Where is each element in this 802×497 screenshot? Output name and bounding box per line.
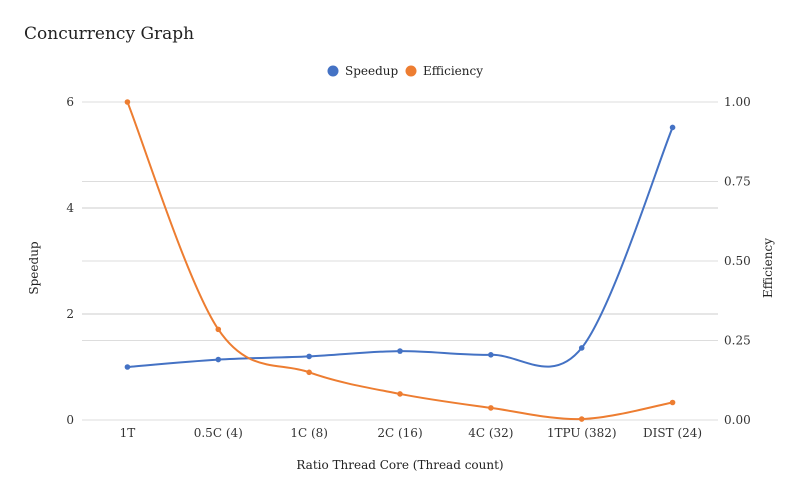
- axes: Speedup Efficiency Ratio Thread Core (Th…: [27, 95, 775, 472]
- y-tick-label: 0: [66, 413, 74, 427]
- y-tick-label: 6: [66, 95, 74, 109]
- y2-axis-label: Efficiency: [761, 238, 775, 298]
- data-point-speedup: [124, 364, 131, 370]
- data-point-speedup: [397, 348, 403, 354]
- data-point-efficiency: [306, 369, 312, 376]
- y2-tick-label: 0.25: [724, 334, 751, 348]
- data-point-speedup: [215, 356, 222, 363]
- chart-title: Concurrency Graph: [24, 24, 195, 44]
- gridlines: [82, 101, 718, 421]
- y-tick-label: 2: [66, 307, 74, 321]
- data-point-efficiency: [578, 416, 585, 422]
- y-axis-label: Speedup: [27, 241, 41, 295]
- x-axis-label: Ratio Thread Core (Thread count): [296, 458, 503, 472]
- data-point-efficiency: [488, 405, 494, 411]
- data-point-efficiency: [669, 399, 676, 406]
- x-tick-label: 1C (8): [290, 426, 328, 440]
- x-tick-label: 1T: [120, 426, 136, 440]
- x-tick-label: 1TPU (382): [547, 426, 617, 440]
- y2-tick-label: 0.00: [724, 413, 751, 427]
- y-tick-label: 4: [66, 201, 74, 215]
- data-point-speedup: [306, 353, 312, 360]
- x-tick-label: 2C (16): [377, 426, 422, 440]
- data-point-speedup: [578, 345, 585, 351]
- x-tick-label: 0.5C (4): [194, 426, 243, 440]
- x-tick-label: 4C (32): [468, 426, 513, 440]
- legend: Speedup Efficiency: [327, 64, 483, 78]
- y2-tick-label: 0.75: [724, 175, 751, 189]
- data-point-efficiency: [124, 99, 131, 105]
- data-point-speedup: [669, 124, 676, 131]
- y2-tick-label: 0.50: [724, 254, 751, 268]
- y2-tick-label: 1.00: [724, 95, 751, 109]
- data-point-efficiency: [397, 391, 403, 397]
- x-tick-label: DIST (24): [643, 426, 702, 440]
- data-point-speedup: [488, 352, 494, 358]
- legend-marker-efficiency: [405, 65, 417, 77]
- series-layer: [124, 99, 676, 422]
- data-point-efficiency: [215, 326, 222, 333]
- legend-label-efficiency: Efficiency: [423, 64, 483, 78]
- legend-marker-speedup: [327, 65, 339, 77]
- legend-label-speedup: Speedup: [345, 64, 399, 78]
- series-line-speedup: [127, 127, 674, 368]
